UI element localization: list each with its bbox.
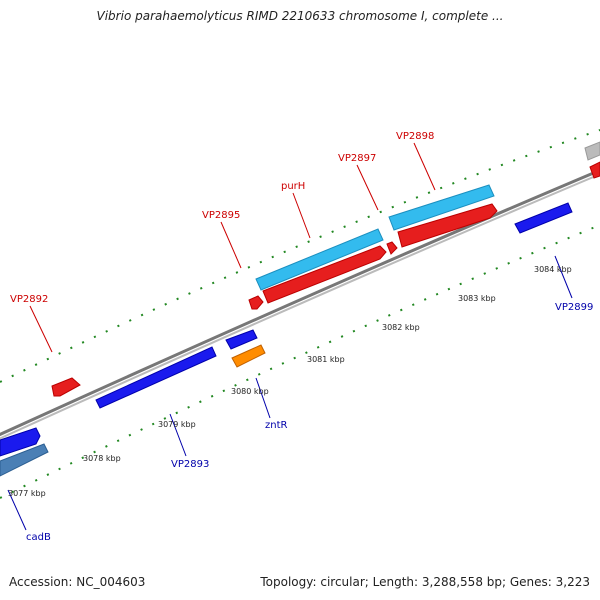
scale-label: 3077 kbp (8, 489, 46, 498)
gene-label-zntr[interactable]: zntR (265, 420, 288, 431)
gene-label-vp2898[interactable]: VP2898 (396, 131, 434, 142)
gene-zntr-feature[interactable] (231, 344, 266, 368)
gene-vp2899-feature[interactable] (514, 202, 573, 234)
gene-label-vp2895[interactable]: VP2895 (202, 210, 240, 221)
gene-label-vp2897[interactable]: VP2897 (338, 153, 376, 164)
genome-summary-text: Topology: circular; Length: 3,288,558 bp… (260, 575, 590, 589)
scale-label: 3080 kbp (231, 387, 269, 396)
gene-label-vp2899[interactable]: VP2899 (555, 302, 593, 313)
outer-tick-track (0, 129, 600, 383)
gene-zntr-upper-feature[interactable] (225, 329, 258, 350)
feature-cyan-2[interactable] (388, 184, 495, 231)
accession-text: Accession: NC_004603 (9, 575, 146, 589)
gene-label-vp2893[interactable]: VP2893 (171, 459, 209, 470)
gene-labels: VP2892 VP2895 purH VP2897 VP2898 cadB VP… (10, 131, 593, 543)
gene-vp2893-feature[interactable] (95, 346, 217, 409)
gene-vp2895-feature[interactable] (248, 295, 264, 310)
scale-label: 3082 kbp (382, 323, 420, 332)
scale-label: 3079 kbp (158, 420, 196, 429)
reverse-strand-features (0, 202, 573, 477)
gene-vp2892-feature[interactable] (51, 377, 81, 397)
chromosome-backbone (0, 168, 600, 440)
gene-purh-feature[interactable] (262, 245, 387, 304)
scale-label: 3084 kbp (534, 265, 572, 274)
cyan-features (255, 141, 600, 291)
gene-edge-right-forward[interactable] (589, 161, 600, 179)
gene-label-cadb[interactable]: cadB (26, 532, 51, 543)
gene-vp2898-feature[interactable] (397, 203, 498, 248)
gene-cadb-upper-feature[interactable] (0, 427, 41, 457)
feature-gray[interactable] (584, 141, 600, 161)
gene-label-vp2892[interactable]: VP2892 (10, 294, 48, 305)
scale-label: 3083 kbp (458, 294, 496, 303)
forward-strand-features (51, 161, 600, 397)
callout-lines (7, 142, 573, 531)
feature-cyan-1[interactable] (255, 228, 384, 291)
gene-label-purh[interactable]: purH (281, 181, 305, 192)
gene-vp2897-feature[interactable] (386, 241, 398, 255)
scale-labels: 3077 kbp 3078 kbp 3079 kbp 3080 kbp 3081… (8, 265, 572, 498)
map-title: Vibrio parahaemolyticus RIMD 2210633 chr… (96, 9, 504, 23)
scale-label: 3081 kbp (307, 355, 345, 364)
gene-cadb-feature[interactable] (0, 443, 49, 477)
scale-label: 3078 kbp (83, 454, 121, 463)
